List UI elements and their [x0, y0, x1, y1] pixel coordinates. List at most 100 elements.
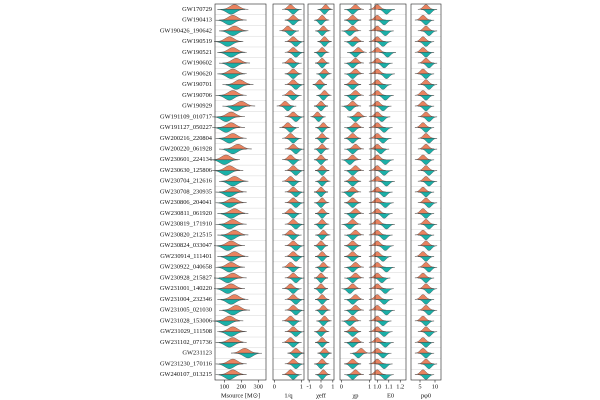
violin-half [284, 305, 302, 311]
violin-half [220, 208, 249, 214]
violin-half [284, 186, 302, 193]
violin-half [212, 116, 240, 122]
violin-half [316, 305, 331, 311]
violin-half [344, 186, 362, 193]
violin-half [368, 36, 386, 42]
violin-half [315, 127, 330, 133]
violin-half [414, 294, 432, 300]
violin-half [230, 348, 259, 354]
violin-half [420, 224, 438, 230]
violin-half [417, 133, 435, 139]
x-tick-label: 0 [340, 383, 343, 390]
violin-half [313, 277, 329, 283]
violin-half [219, 310, 247, 316]
violin-half [374, 256, 392, 262]
violin-half [378, 310, 395, 316]
violin-half [417, 256, 435, 262]
violin-half [219, 30, 247, 36]
violin-half [368, 326, 386, 332]
violin-half [220, 25, 249, 31]
violin-half [341, 105, 359, 112]
violin-half [375, 170, 393, 176]
violin-half [368, 165, 386, 171]
violin-half [222, 84, 251, 90]
violin-half [368, 229, 386, 236]
violin-half [341, 320, 359, 326]
violin-half [417, 219, 435, 225]
violin-half [368, 133, 386, 139]
violin-half [344, 213, 362, 219]
event-label: GW230922_040658 [160, 264, 212, 271]
violin-half [284, 213, 302, 219]
violin-half [420, 288, 438, 294]
violin-half [378, 224, 395, 230]
violin-half [417, 159, 435, 165]
violin-half [217, 331, 245, 337]
event-label: GW190706 [182, 92, 212, 99]
violin-half [375, 234, 393, 240]
panel-frame [214, 3, 267, 381]
violin-half [282, 176, 299, 182]
violin-half [344, 240, 362, 246]
violin-half [284, 294, 302, 300]
violin-half [284, 95, 302, 101]
violin-half [376, 245, 394, 251]
violin-half [414, 315, 432, 322]
event-label: GW190701 [182, 81, 212, 88]
violin-half [420, 181, 438, 187]
violin-half [417, 105, 435, 112]
violin-half [417, 358, 435, 365]
violin-half [316, 25, 331, 31]
violin-half [217, 122, 245, 128]
x-tick-label: -1 [307, 383, 312, 390]
violin-half [287, 224, 305, 230]
violin-half [368, 68, 386, 74]
violin-half [420, 245, 438, 251]
violin-half [341, 159, 359, 165]
violin-half [284, 79, 302, 85]
violin-half [315, 181, 330, 187]
violin-half [344, 342, 362, 348]
violin-half [417, 176, 435, 182]
event-label: GW190413 [182, 17, 212, 24]
x-axis-label: χp [352, 392, 358, 399]
violin-half [375, 213, 393, 219]
violin-half [375, 191, 393, 198]
violin-half [284, 358, 302, 365]
violin-half [217, 283, 245, 289]
violin-half [347, 229, 364, 236]
violin-half [368, 154, 386, 160]
violin-half [420, 9, 438, 15]
violin-half [219, 369, 247, 375]
violin-half [213, 277, 242, 283]
violin-half [376, 159, 394, 165]
violin-half [315, 62, 330, 69]
violin-half [316, 176, 331, 182]
violin-half [315, 234, 330, 240]
violin-half [420, 30, 438, 36]
violin-half [347, 369, 364, 375]
violin-half [417, 240, 435, 246]
violin-half [344, 326, 362, 332]
event-label: GW230811_061920 [160, 210, 212, 217]
violin-half [316, 369, 331, 375]
violin-half [376, 288, 394, 294]
violin-half [344, 331, 362, 337]
violin-half [420, 310, 438, 316]
violin-half [315, 337, 330, 343]
violin-half [417, 58, 435, 64]
violin-half [215, 202, 244, 208]
event-label: GW190929 [182, 103, 212, 110]
violin-half [282, 4, 299, 10]
violin-half [287, 331, 305, 337]
violin-half [213, 41, 242, 47]
violin-half [347, 294, 364, 300]
violin-half [417, 41, 435, 47]
violin-half [222, 105, 251, 112]
violin-half [373, 116, 391, 122]
violin-half [420, 363, 438, 369]
violin-half [417, 191, 435, 198]
violin-half [317, 41, 332, 47]
violin-half [287, 348, 305, 354]
violin-half [284, 19, 302, 26]
